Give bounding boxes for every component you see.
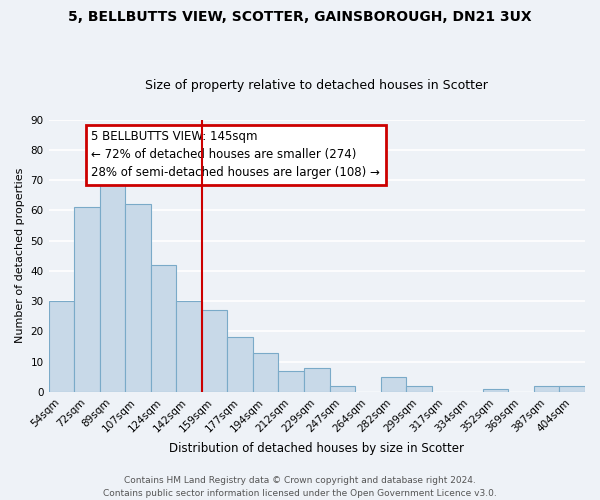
Bar (74, 208, 100, 392)
Y-axis label: Number of detached properties: Number of detached properties (15, 168, 25, 344)
Bar (483, 389, 508, 392)
Bar (100, 162, 125, 392)
Bar (227, 338, 253, 392)
Bar (151, 265, 176, 392)
Bar (559, 386, 585, 392)
Bar (125, 204, 151, 392)
Text: 5, BELLBUTTS VIEW, SCOTTER, GAINSBOROUGH, DN21 3UX: 5, BELLBUTTS VIEW, SCOTTER, GAINSBOROUGH… (68, 10, 532, 24)
Bar (278, 371, 304, 392)
Text: Contains HM Land Registry data © Crown copyright and database right 2024.
Contai: Contains HM Land Registry data © Crown c… (103, 476, 497, 498)
Bar (304, 368, 329, 392)
Bar (49, 301, 74, 392)
Bar (406, 386, 432, 392)
Bar (329, 386, 355, 392)
Bar (380, 377, 406, 392)
X-axis label: Distribution of detached houses by size in Scotter: Distribution of detached houses by size … (169, 442, 464, 455)
Bar (534, 386, 559, 392)
Text: 5 BELLBUTTS VIEW: 145sqm
← 72% of detached houses are smaller (274)
28% of semi-: 5 BELLBUTTS VIEW: 145sqm ← 72% of detach… (91, 130, 380, 180)
Bar (202, 310, 227, 392)
Title: Size of property relative to detached houses in Scotter: Size of property relative to detached ho… (145, 79, 488, 92)
Bar (176, 301, 202, 392)
Bar (253, 352, 278, 392)
